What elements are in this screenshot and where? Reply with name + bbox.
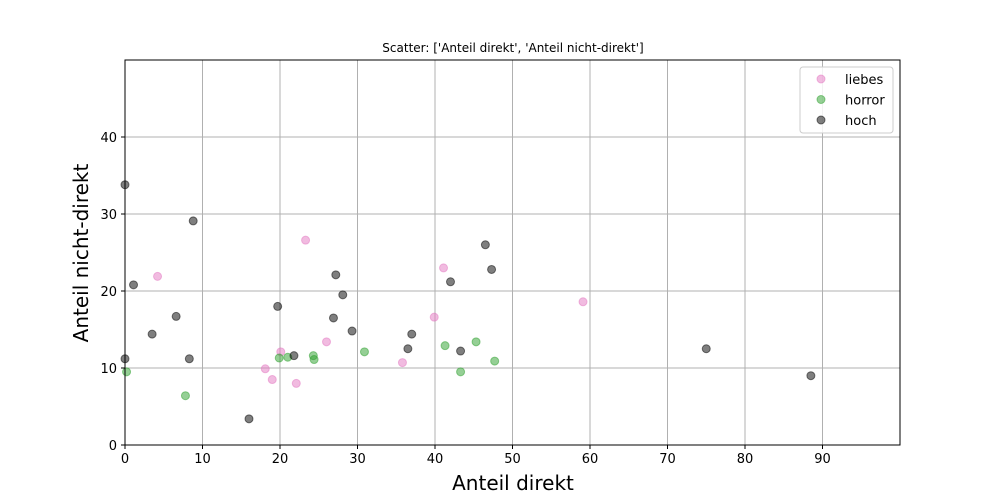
point-hoch	[129, 280, 139, 290]
point-horror	[122, 367, 132, 377]
point-liebes	[578, 297, 588, 307]
x-tick-label: 30	[349, 452, 366, 467]
point-hoch	[487, 264, 497, 274]
x-tick-label: 10	[194, 452, 211, 467]
point-liebes	[153, 271, 163, 281]
point-horror	[359, 347, 369, 357]
point-horror	[456, 367, 466, 377]
point-hoch	[456, 346, 466, 356]
point-hoch	[331, 270, 341, 280]
grid-lines	[124, 60, 900, 446]
y-axis-label: Anteil nicht-direkt	[69, 163, 93, 342]
point-hoch	[338, 290, 348, 300]
point-hoch	[273, 301, 283, 311]
x-tick-label: 90	[814, 452, 831, 467]
x-tick-label: 0	[121, 452, 129, 467]
point-hoch	[188, 216, 198, 226]
y-tick-label: 20	[100, 285, 117, 300]
point-liebes	[397, 358, 407, 368]
x-axis-label: Anteil direkt	[452, 471, 574, 495]
point-hoch	[407, 329, 417, 339]
axis-ticks: 0 10 20 30 40 50 60 70 80 90 0 10 20 30 40	[100, 131, 830, 467]
legend-marker-horror	[816, 95, 826, 104]
x-tick-label: 70	[659, 452, 676, 467]
legend-marker-liebes	[816, 74, 826, 84]
point-liebes	[429, 312, 439, 322]
y-tick-label: 30	[100, 208, 117, 223]
point-liebes	[301, 235, 311, 245]
legend-label-liebes: liebes	[845, 73, 883, 88]
point-hoch	[806, 371, 816, 381]
point-liebes	[260, 364, 270, 374]
data-points	[120, 180, 816, 424]
point-hoch	[289, 351, 299, 361]
y-tick-label: 0	[109, 439, 117, 454]
point-hoch	[147, 329, 157, 339]
chart-title: Scatter: ['Anteil direkt', 'Anteil nicht…	[382, 41, 643, 55]
point-horror	[180, 391, 190, 401]
point-liebes	[291, 378, 301, 388]
point-hoch	[347, 326, 357, 336]
y-tick-label: 10	[100, 362, 117, 377]
x-tick-label: 50	[504, 452, 521, 467]
point-hoch	[184, 354, 194, 364]
point-liebes	[322, 337, 331, 347]
point-hoch	[244, 414, 254, 424]
point-horror	[440, 341, 450, 351]
y-tick-label: 40	[100, 131, 117, 146]
point-hoch	[446, 277, 455, 287]
legend-label-horror: horror	[845, 94, 885, 109]
x-tick-label: 20	[272, 452, 289, 467]
legend: liebes horror hoch	[799, 66, 894, 134]
x-tick-label: 40	[427, 452, 444, 467]
point-liebes	[439, 263, 449, 273]
point-horror	[309, 355, 319, 365]
x-tick-label: 60	[582, 452, 599, 467]
point-hoch	[403, 344, 413, 354]
point-hoch	[171, 311, 181, 321]
x-tick-label: 80	[737, 452, 754, 467]
point-horror	[471, 337, 481, 347]
point-horror	[490, 356, 500, 366]
legend-label-hoch: hoch	[845, 114, 877, 129]
point-hoch	[480, 240, 490, 250]
point-liebes	[267, 375, 277, 385]
legend-marker-hoch	[816, 115, 826, 125]
point-hoch	[701, 344, 711, 354]
point-hoch	[328, 313, 338, 323]
point-horror	[274, 353, 284, 363]
